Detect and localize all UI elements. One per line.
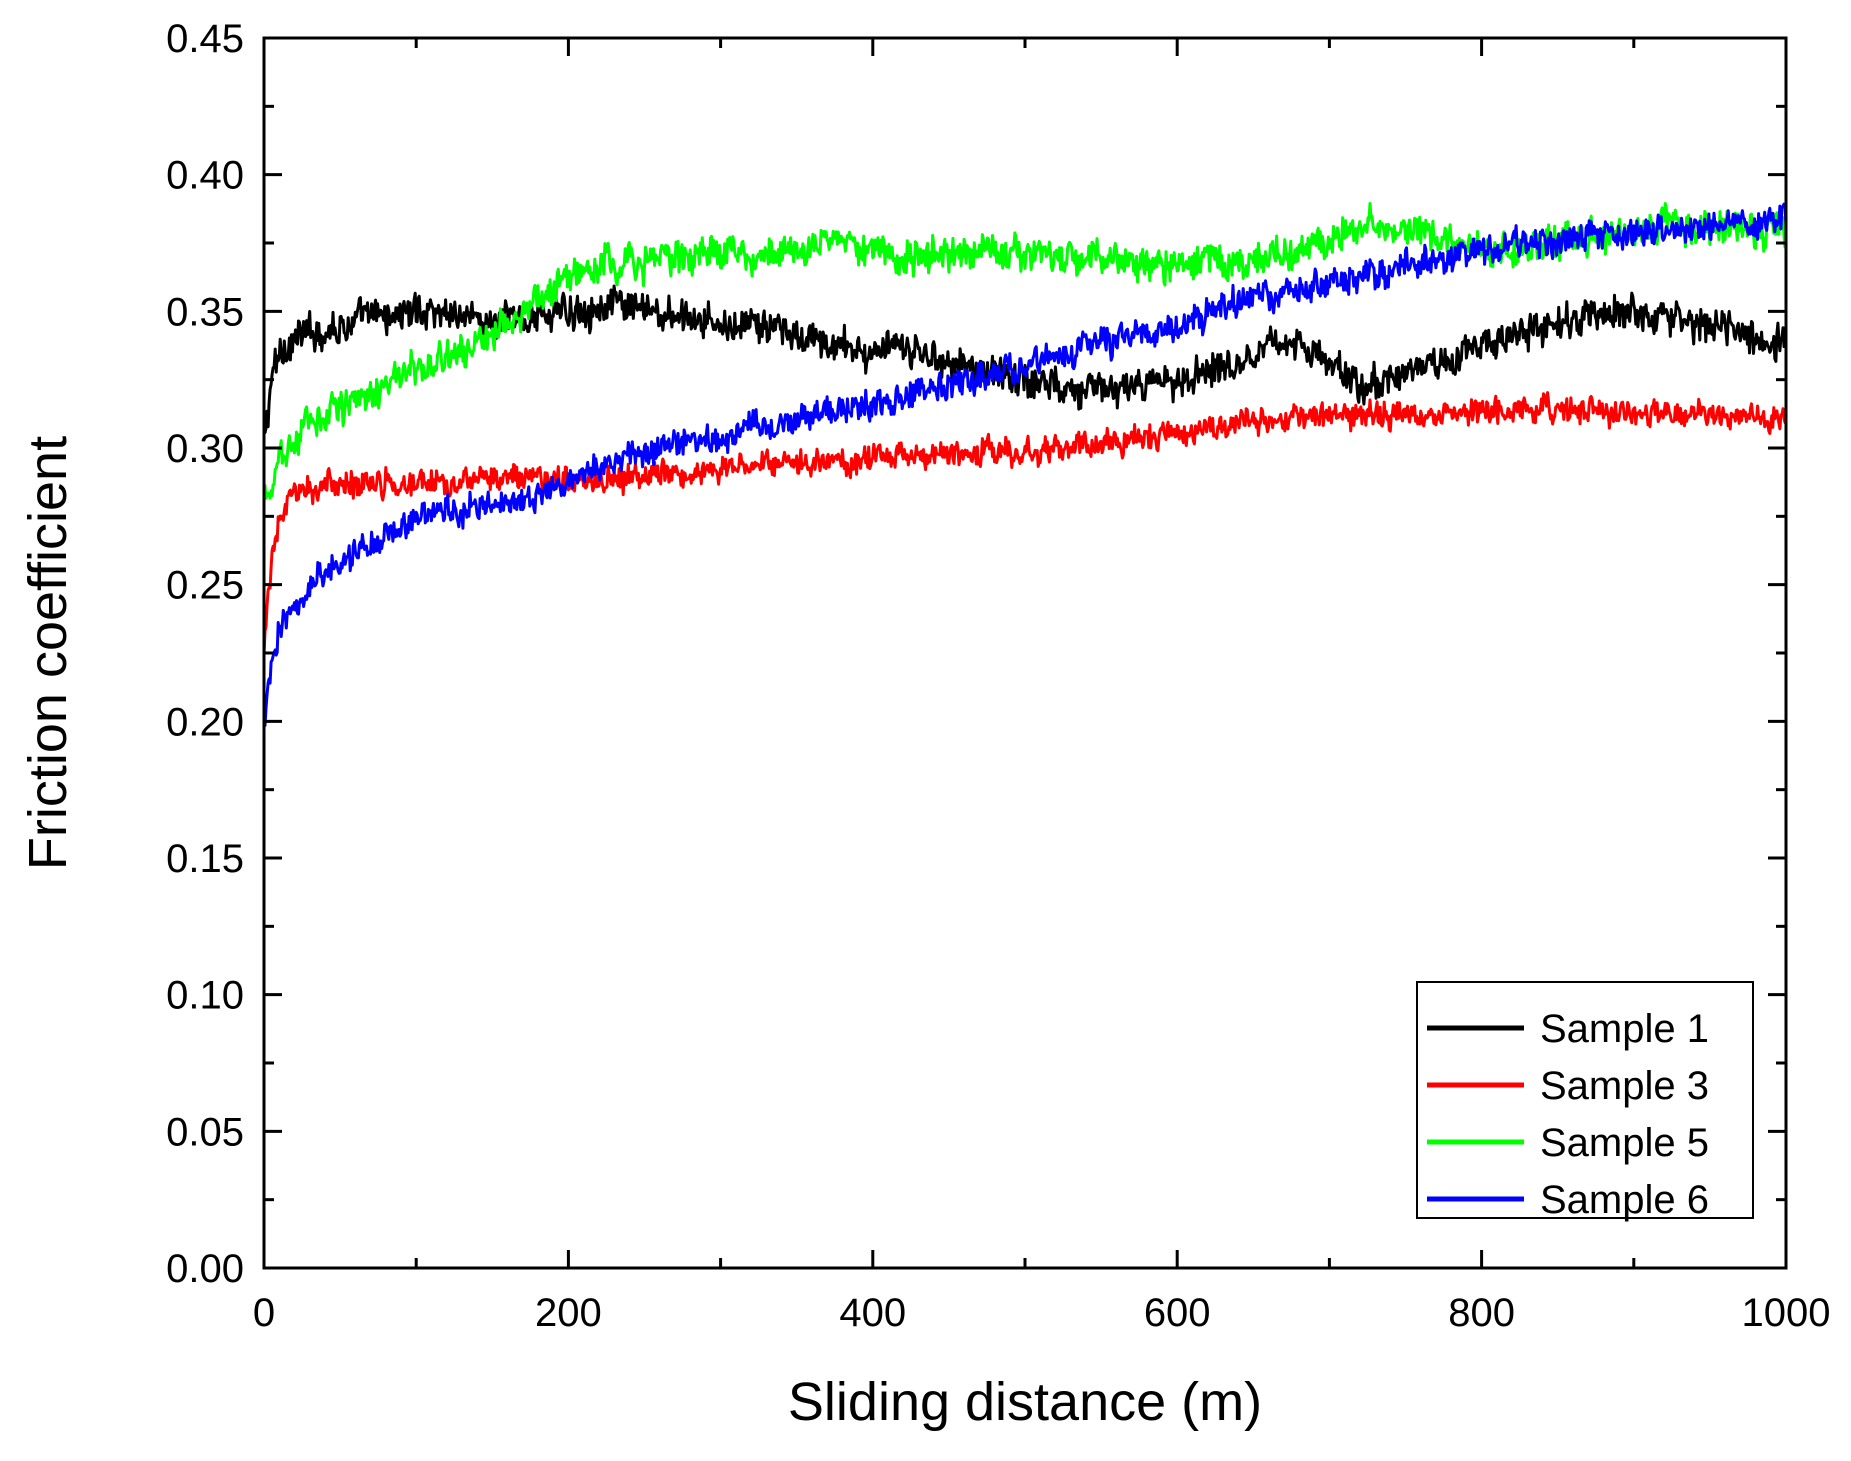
ticks-layer [262, 36, 1788, 1270]
y-tick-label: 0.35 [166, 290, 244, 334]
x-tick-label: 0 [253, 1291, 275, 1335]
x-tick-label: 200 [535, 1291, 602, 1335]
y-tick-label: 0.15 [166, 837, 244, 881]
y-tick-label: 0.30 [166, 427, 244, 471]
y-tick-label: 0.40 [166, 154, 244, 198]
y-tick-label: 0.10 [166, 974, 244, 1018]
y-tick-label: 0.25 [166, 564, 244, 608]
legend-label: Sample 5 [1540, 1121, 1709, 1165]
legend-label: Sample 1 [1540, 1007, 1709, 1051]
tick-labels-layer: 0 200 400 600 800 1000 0.00 0.05 0.10 0.15 0.20 0.2… [166, 17, 1830, 1335]
y-tick-label: 0.05 [166, 1110, 244, 1154]
y-axis-title: Friction coefficient [18, 436, 78, 870]
series-line-sample-3 [264, 391, 1786, 656]
legend-box [1416, 981, 1754, 1219]
series-line-sample-6 [264, 202, 1786, 728]
x-tick-label: 800 [1448, 1291, 1515, 1335]
x-tick-label: 400 [839, 1291, 906, 1335]
y-tick-label: 0.20 [166, 700, 244, 744]
series-layer [264, 202, 1786, 728]
y-tick-label: 0.45 [166, 17, 244, 61]
x-axis-title: Sliding distance (m) [788, 1372, 1262, 1432]
y-tick-label: 0.00 [166, 1247, 244, 1291]
legend-label: Sample 6 [1540, 1178, 1709, 1222]
legend-label: Sample 3 [1540, 1064, 1709, 1108]
legend: Sample 1 Sample 3 Sample 5 Sample 6 [1416, 981, 1754, 1222]
x-tick-label: 1000 [1742, 1291, 1831, 1335]
series-line-sample-1 [264, 284, 1786, 435]
x-tick-label: 600 [1144, 1291, 1211, 1335]
